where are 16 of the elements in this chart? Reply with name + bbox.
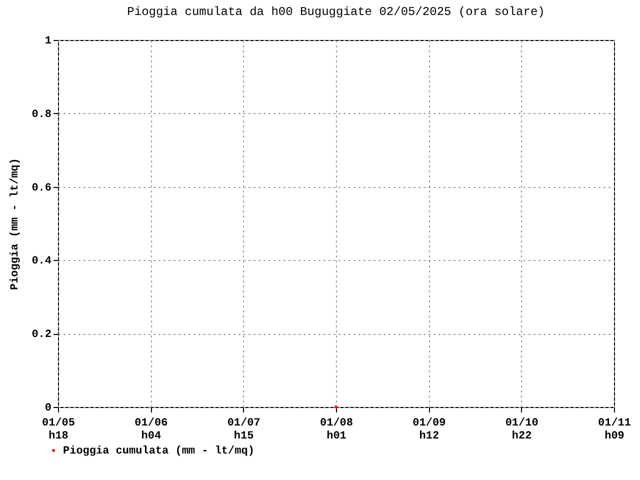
x-tick-label: 01/11 h09 bbox=[598, 418, 632, 442]
y-axis-title: Pioggia (mm - lt/mq) bbox=[10, 158, 22, 290]
chart-title: Pioggia cumulata da h00 Buguggiate 02/05/2025 (ora solare) bbox=[127, 5, 545, 19]
x-tick-label: 01/05 h18 bbox=[42, 418, 76, 442]
y-tick-label: 0.4 bbox=[32, 256, 52, 268]
y-tick-label: 0.8 bbox=[32, 108, 52, 121]
y-tick-label: 0.2 bbox=[32, 329, 52, 342]
x-tick-label: 01/08 h01 bbox=[320, 418, 354, 442]
legend-label: Pioggia cumulata (mm - lt/mq) bbox=[63, 446, 254, 458]
x-tick-label: 01/07 h15 bbox=[227, 418, 260, 442]
x-tick-label: 01/10 h22 bbox=[505, 418, 538, 442]
y-tick-label: 1 bbox=[44, 36, 52, 48]
x-tick-label: 01/09 h12 bbox=[412, 418, 446, 442]
y-tick-label: 0 bbox=[44, 402, 52, 414]
x-tick-label: 01/06 h04 bbox=[134, 418, 168, 442]
y-tick-label: 0.6 bbox=[32, 182, 52, 194]
